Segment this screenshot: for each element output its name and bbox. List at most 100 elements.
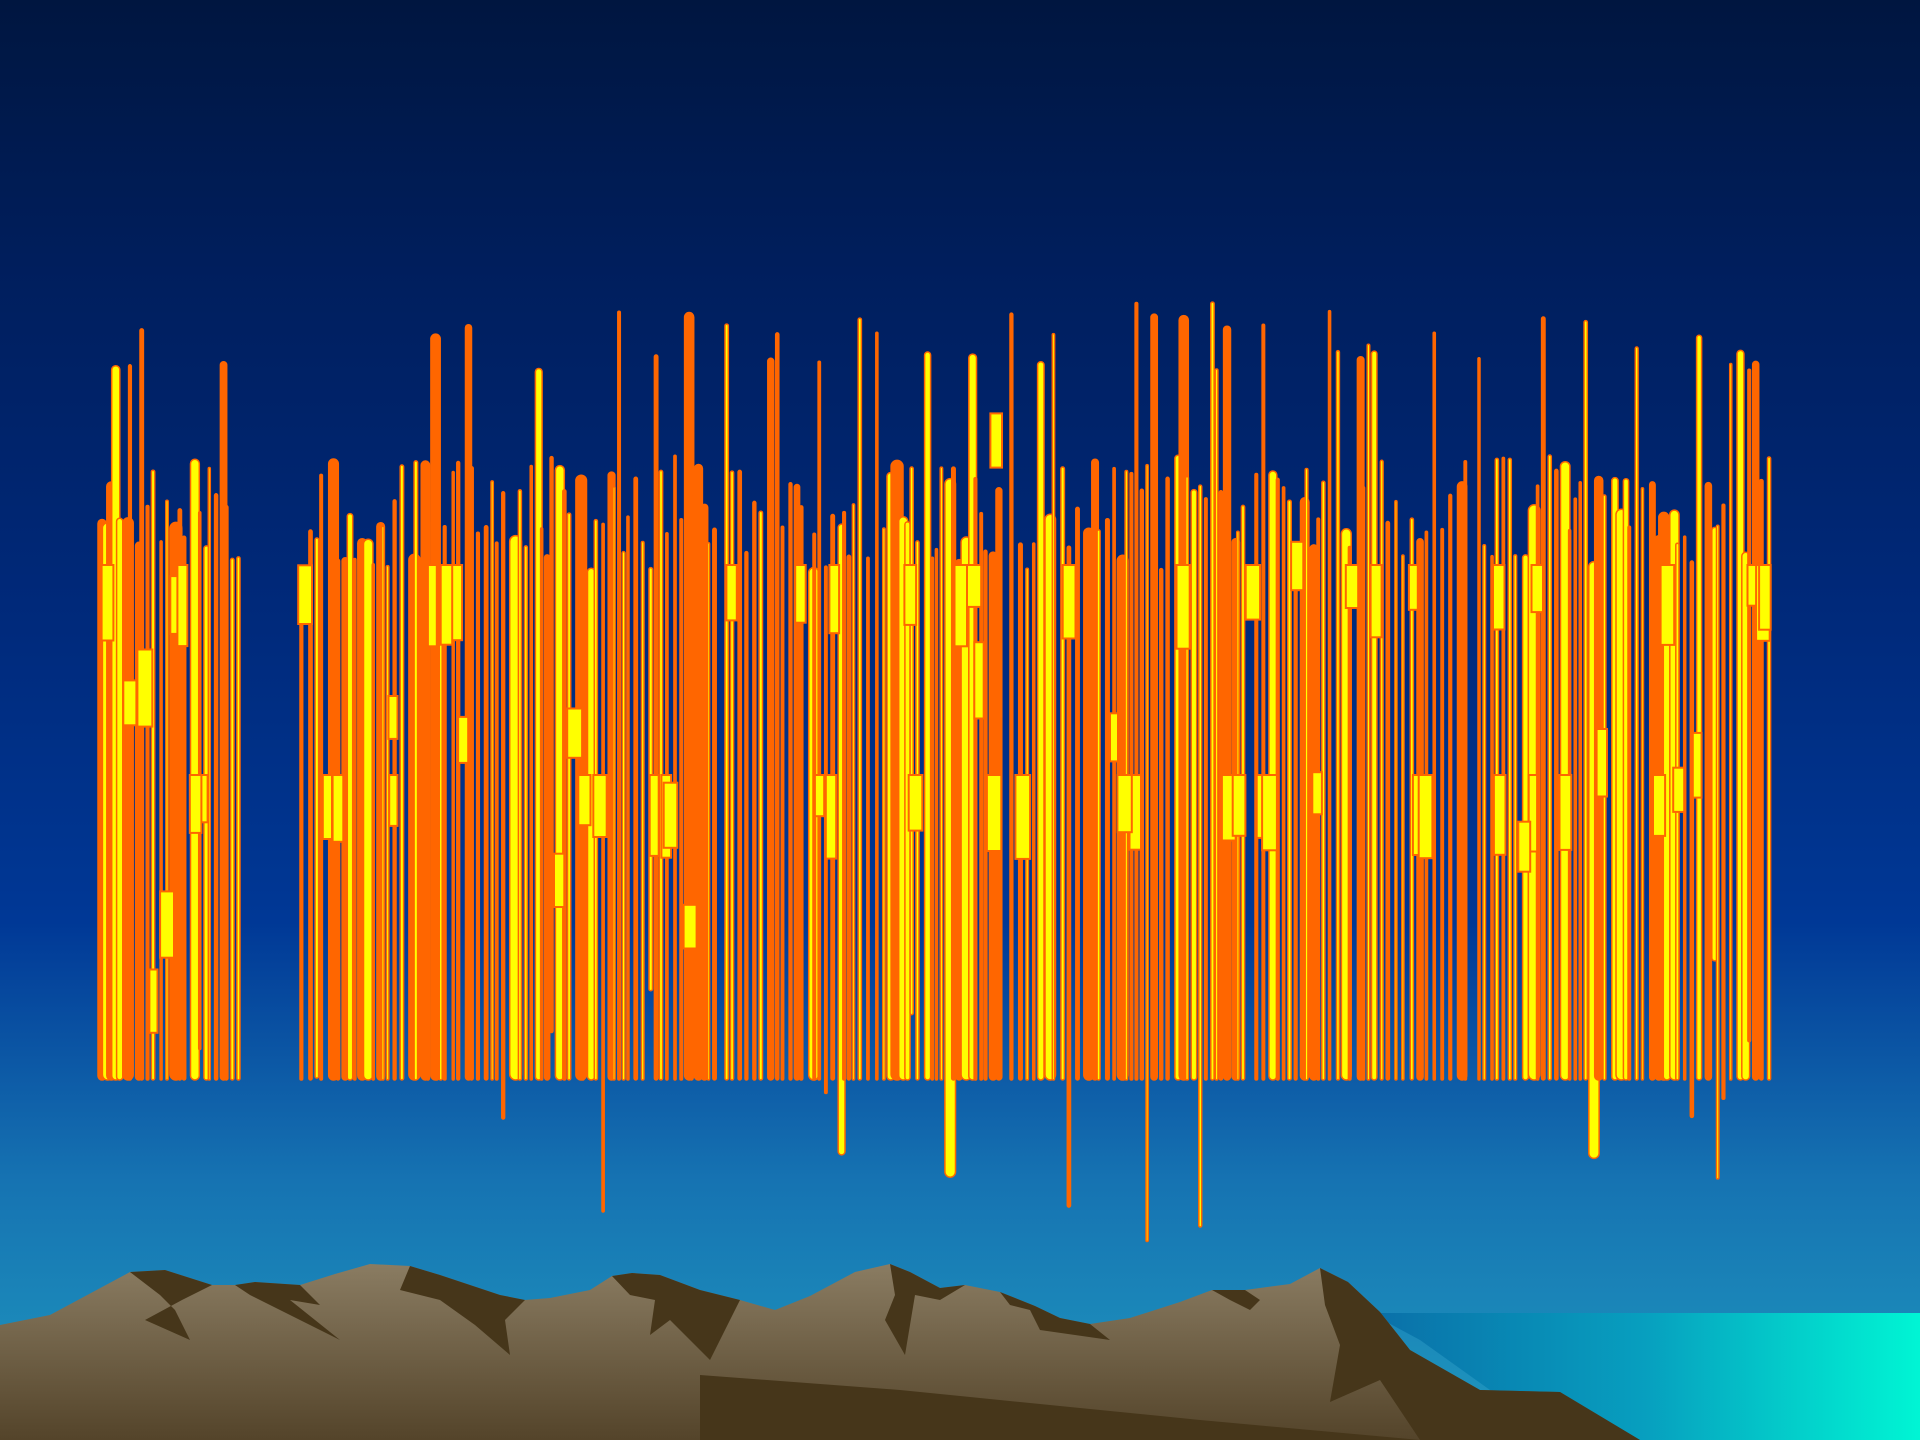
title-glyph-stroke	[934, 547, 939, 1081]
title-glyph-stroke	[425, 519, 431, 1081]
title-glyph-stroke	[314, 537, 320, 1079]
title-glyph-strokes	[97, 301, 1772, 1243]
title-highlight-block	[1517, 820, 1532, 873]
title-glyph-stroke	[299, 568, 304, 1081]
title-highlight-block	[965, 564, 983, 608]
title-glyph-stroke	[909, 466, 914, 1016]
title-glyph-stroke	[1463, 460, 1468, 1081]
title-highlight-block	[1672, 766, 1686, 813]
title-highlight-block	[1691, 731, 1703, 799]
title-glyph-stroke	[640, 540, 645, 1081]
title-glyph-stroke	[1627, 525, 1632, 1081]
title-glyph-stroke	[612, 485, 616, 1081]
title-highlight-block	[1530, 564, 1544, 614]
title-glyph-stroke	[1134, 301, 1139, 1081]
title-glyph-stroke	[475, 531, 481, 1081]
title-glyph-stroke	[1704, 481, 1713, 1081]
title-glyph-stroke	[399, 464, 405, 1081]
title-glyph-stroke	[1578, 481, 1583, 1081]
title-glyph-stroke	[1261, 323, 1266, 1081]
sea-area	[1370, 1313, 1920, 1440]
title-glyph-stroke	[633, 476, 639, 1081]
title-highlight-block	[1492, 564, 1506, 631]
title-glyph-stroke	[1747, 368, 1752, 1043]
title-highlight-block	[973, 641, 985, 720]
title-glyph-stroke	[539, 527, 544, 1081]
title-glyph-stroke	[442, 525, 447, 1081]
title-glyph-stroke	[1366, 343, 1371, 1081]
title-glyph-stroke	[846, 554, 852, 1081]
title-glyph-stroke	[150, 469, 156, 1081]
title-glyph-stroke	[517, 488, 523, 1081]
title-glyph-stroke	[1286, 499, 1292, 1081]
title-glyph-stroke	[973, 476, 978, 1081]
title-highlight-block	[725, 564, 738, 622]
title-glyph-stroke	[1440, 527, 1445, 1081]
title-glyph-stroke	[1540, 316, 1546, 1081]
title-glyph-stroke	[1009, 312, 1014, 1081]
title-highlight-block	[682, 903, 698, 950]
title-glyph-stroke	[1573, 497, 1578, 1081]
title-glyph-stroke	[1198, 484, 1203, 1228]
title-highlight-block	[387, 695, 399, 740]
title-glyph-stroke	[1222, 325, 1232, 1081]
title-highlight-block	[1175, 564, 1191, 650]
title-glyph-stroke	[165, 499, 169, 1081]
title-glyph-stroke	[1401, 554, 1405, 1081]
title-glyph-stroke	[1477, 357, 1481, 1081]
title-glyph-stroke	[451, 470, 455, 1081]
title-glyph-stroke	[1490, 554, 1494, 1081]
title-glyph-stroke	[626, 515, 630, 1081]
title-highlight-block	[1109, 712, 1119, 763]
title-highlight-block	[662, 781, 679, 849]
title-highlight-block	[566, 707, 584, 759]
title-glyph-stroke	[543, 554, 551, 1081]
title-highlight-block	[1261, 774, 1278, 852]
title-glyph-stroke	[1214, 368, 1219, 1081]
title-glyph-stroke	[866, 556, 870, 1081]
title-glyph-stroke	[1096, 529, 1101, 1081]
title-glyph-stroke	[308, 529, 313, 1081]
title-glyph-stroke	[1583, 319, 1589, 1081]
title-glyph-stroke	[223, 504, 229, 1081]
title-highlight-block	[985, 774, 1003, 852]
title-glyph-stroke	[689, 495, 694, 1081]
title-highlight-block	[1652, 774, 1667, 837]
title-glyph-stroke	[413, 460, 419, 1081]
title-glyph-stroke	[817, 360, 822, 1081]
title-highlight-block	[989, 412, 1004, 469]
title-highlight-block	[176, 564, 189, 648]
title-glyph-stroke	[767, 357, 775, 1081]
title-glyph-stroke	[1335, 349, 1341, 1081]
title-glyph-stroke	[923, 351, 932, 1081]
title-glyph-stroke	[774, 332, 780, 1081]
title-highlight-block	[648, 774, 660, 857]
title-glyph-stroke	[1165, 476, 1170, 1081]
title-glyph-stroke	[601, 522, 605, 1213]
title-glyph-stroke	[469, 465, 474, 1081]
title-highlight-block	[1527, 774, 1539, 853]
title-glyph-stroke	[930, 556, 935, 1081]
title-highlight-block	[1244, 564, 1262, 621]
title-highlight-block	[1231, 774, 1247, 837]
title-glyph-stroke	[1293, 543, 1298, 1081]
title-highlight-block	[794, 564, 807, 624]
title-glyph-stroke	[1554, 468, 1559, 1081]
title-glyph-stroke	[371, 563, 376, 1081]
title-highlight-block	[1558, 774, 1573, 851]
title-glyph-stroke	[177, 508, 183, 1081]
title-glyph-stroke	[181, 535, 187, 1081]
title-glyph-stroke	[737, 469, 743, 1081]
title-glyph-stroke	[1051, 332, 1056, 1081]
title-glyph-stroke	[842, 510, 847, 1081]
title-glyph-stroke	[1036, 360, 1045, 1081]
title-highlight-block	[1116, 774, 1133, 834]
title-highlight-block	[388, 774, 399, 827]
title-glyph-stroke	[1158, 567, 1164, 1081]
title-glyph-stroke	[1379, 459, 1384, 1081]
title-highlight-block	[592, 774, 608, 838]
title-glyph-stroke	[1104, 517, 1110, 1081]
